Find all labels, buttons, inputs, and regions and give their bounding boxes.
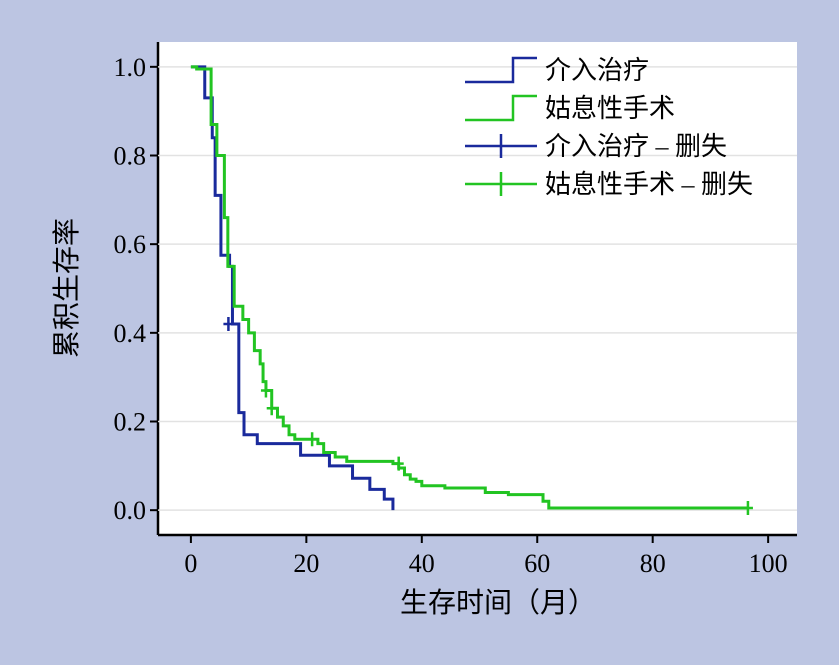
y-tick-label: 0.8 bbox=[114, 141, 147, 170]
legend-label: 姑息性手术 bbox=[545, 94, 675, 123]
legend-swatch bbox=[465, 56, 537, 84]
x-axis-label: 生存时间（月） bbox=[400, 587, 596, 619]
y-tick-label: 0.0 bbox=[114, 496, 147, 525]
y-tick-label: 0.2 bbox=[114, 408, 147, 437]
censor-mark bbox=[223, 316, 234, 331]
censor-mark bbox=[260, 383, 271, 398]
x-tick-label: 80 bbox=[640, 549, 666, 578]
plot-area bbox=[158, 42, 797, 535]
x-tick-label: 20 bbox=[293, 549, 319, 578]
legend-swatch bbox=[465, 134, 537, 158]
censor-mark bbox=[307, 432, 318, 447]
censor-mark bbox=[266, 401, 277, 416]
y-tick-label: 1.0 bbox=[114, 53, 147, 82]
x-tick-label: 0 bbox=[184, 549, 197, 578]
censor-mark bbox=[742, 500, 753, 515]
y-tick-label: 0.6 bbox=[114, 230, 147, 259]
survival-curve bbox=[190, 65, 748, 510]
legend-swatch bbox=[465, 172, 537, 196]
survival-curve bbox=[190, 65, 395, 511]
y-tick-label: 0.4 bbox=[114, 319, 147, 348]
legend-swatch bbox=[465, 94, 537, 122]
y-axis-label: 累积生存率 bbox=[51, 218, 83, 358]
legend-label: 姑息性手术 – 删失 bbox=[545, 170, 753, 199]
legend-label: 介入治疗 – 删失 bbox=[545, 132, 727, 161]
legend-label: 介入治疗 bbox=[545, 56, 649, 85]
x-tick-label: 40 bbox=[409, 549, 435, 578]
x-tick-label: 60 bbox=[524, 549, 550, 578]
censor-mark bbox=[393, 456, 404, 471]
x-tick-label: 100 bbox=[749, 549, 788, 578]
